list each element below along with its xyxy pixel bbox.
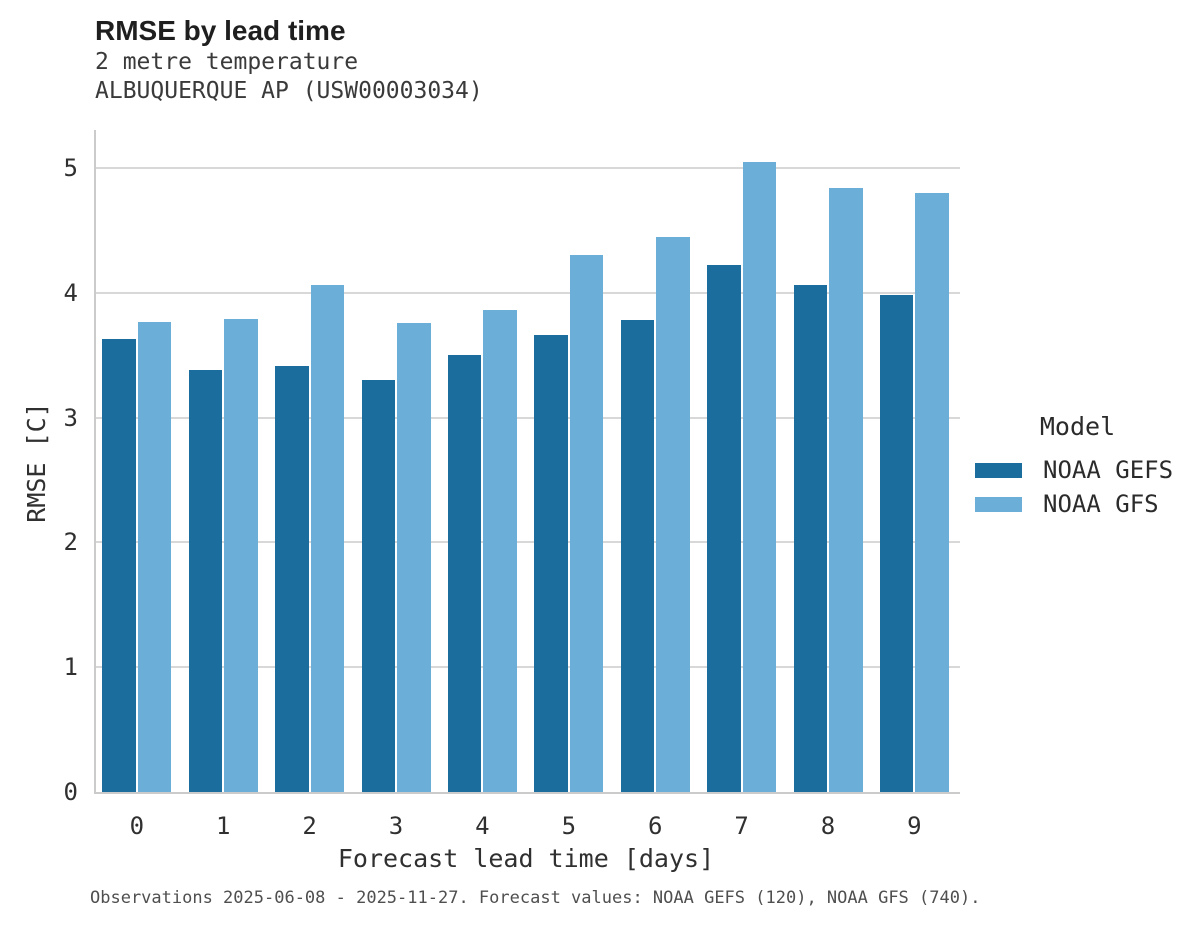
bar-noaa-gefs-lead-5 (534, 335, 568, 792)
x-tick-0: 0 (129, 812, 145, 840)
bar-noaa-gfs-lead-8 (829, 187, 863, 792)
bar-noaa-gfs-lead-6 (656, 236, 690, 792)
bar-noaa-gefs-lead-9 (879, 295, 914, 792)
gridline-y-5 (96, 167, 960, 169)
bar-noaa-gefs-lead-6 (620, 320, 655, 792)
y-tick-2: 2 (63, 528, 78, 557)
legend-swatch-icon (975, 496, 1022, 512)
x-tick-8: 8 (820, 812, 836, 840)
x-tick-9: 9 (907, 812, 922, 840)
legend-item-noaa-gefs: NOAA GEFS (975, 453, 1180, 487)
bar-noaa-gfs-lead-2 (310, 285, 345, 792)
x-tick-6: 6 (647, 812, 663, 840)
bar-noaa-gefs-lead-1 (188, 370, 223, 792)
bar-noaa-gefs-lead-3 (361, 380, 395, 792)
legend-title: Model (1039, 412, 1116, 441)
legend-label: NOAA GEFS (1043, 456, 1174, 484)
chart-subtitle-station: ALBUQUERQUE AP (USW00003034) (95, 78, 483, 104)
legend-swatch-icon (975, 462, 1022, 478)
bar-noaa-gfs-lead-7 (742, 161, 777, 792)
footnote: Observations 2025-06-08 - 2025-11-27. Fo… (90, 888, 981, 908)
legend-item-noaa-gfs: NOAA GFS (975, 487, 1180, 521)
chart-header: RMSE by lead time 2 metre temperature AL… (95, 14, 483, 106)
bar-noaa-gfs-lead-3 (397, 322, 431, 792)
y-tick-4: 4 (63, 278, 78, 307)
x-axis-label: Forecast lead time [days] (337, 844, 715, 873)
y-tick-5: 5 (63, 154, 78, 182)
x-tick-7: 7 (734, 812, 749, 840)
bar-noaa-gefs-lead-0 (102, 338, 136, 792)
x-tick-5: 5 (561, 812, 577, 840)
legend: Model NOAA GEFS NOAA GFS (975, 412, 1180, 521)
bar-noaa-gfs-lead-9 (915, 192, 949, 792)
y-tick-3: 3 (63, 403, 78, 432)
y-tick-1: 1 (63, 653, 78, 682)
legend-label: NOAA GFS (1043, 490, 1159, 518)
x-tick-2: 2 (302, 812, 317, 840)
y-tick-0: 0 (63, 778, 78, 806)
bar-noaa-gefs-lead-2 (275, 366, 309, 792)
bar-noaa-gfs-lead-1 (224, 319, 258, 792)
x-tick-3: 3 (388, 812, 404, 840)
gridline-y-4 (96, 291, 960, 294)
bar-noaa-gfs-lead-5 (569, 255, 604, 792)
gridline-y-3 (96, 416, 960, 419)
bar-noaa-gefs-lead-8 (793, 285, 827, 792)
x-tick-4: 4 (475, 812, 490, 840)
bar-noaa-gefs-lead-4 (447, 355, 482, 792)
gridline-y-1 (96, 666, 960, 669)
gridline-y-2 (96, 541, 960, 544)
bar-noaa-gfs-lead-0 (137, 321, 172, 792)
plot-area (94, 130, 960, 794)
x-tick-1: 1 (215, 812, 231, 840)
chart-subtitle-variable: 2 metre temperature (95, 49, 359, 75)
bar-noaa-gefs-lead-7 (707, 265, 741, 792)
bar-noaa-gfs-lead-4 (483, 310, 517, 792)
chart-title: RMSE by lead time (95, 15, 346, 46)
legend-items: NOAA GEFS NOAA GFS (975, 453, 1180, 521)
